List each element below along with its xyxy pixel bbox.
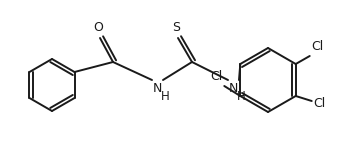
Text: H: H: [161, 90, 170, 103]
Text: H: H: [237, 90, 246, 103]
Text: N: N: [229, 82, 238, 95]
Text: O: O: [93, 21, 103, 34]
Text: Cl: Cl: [312, 40, 324, 53]
Text: Cl: Cl: [314, 97, 326, 110]
Text: Cl: Cl: [210, 70, 222, 83]
Text: N: N: [153, 82, 162, 95]
Text: S: S: [172, 21, 180, 34]
